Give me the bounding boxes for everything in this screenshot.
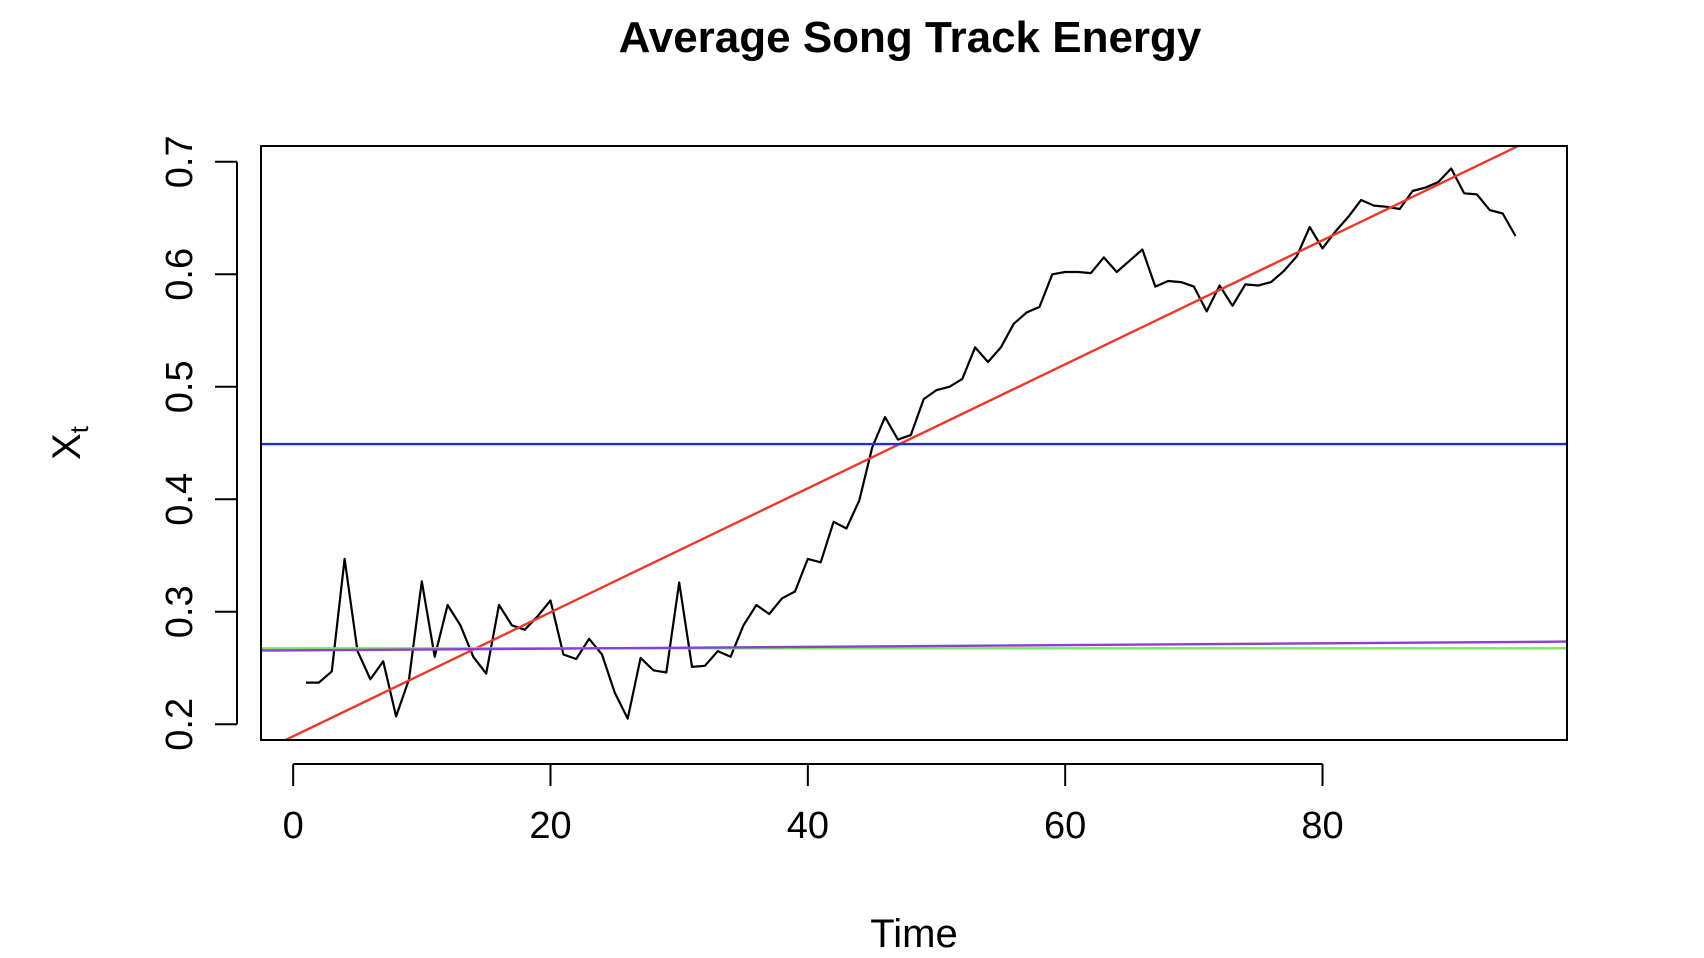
y-tick-label: 0.3 bbox=[159, 585, 201, 638]
y-axis-label: Xt bbox=[45, 425, 94, 460]
x-tick-label: 0 bbox=[283, 805, 304, 847]
y-tick-label: 0.2 bbox=[159, 698, 201, 751]
x-tick-label: 20 bbox=[529, 805, 571, 847]
y-axis: 0.2 0.3 0.4 0.5 0.6 0.7 bbox=[159, 135, 238, 751]
x-tick-label: 80 bbox=[1301, 805, 1343, 847]
plot-area bbox=[260, 145, 1568, 741]
series-line-1 bbox=[282, 146, 1521, 740]
x-axis-label: Time bbox=[870, 912, 957, 956]
svg-text:Xt: Xt bbox=[45, 425, 94, 460]
y-tick-label: 0.5 bbox=[159, 360, 201, 413]
x-axis: 0 20 40 60 80 bbox=[283, 763, 1344, 847]
x-tick-label: 40 bbox=[787, 805, 829, 847]
y-tick-label: 0.7 bbox=[159, 135, 201, 188]
y-axis-label-sub: t bbox=[64, 425, 94, 433]
series-line-4 bbox=[261, 640, 1567, 652]
y-tick-label: 0.6 bbox=[159, 248, 201, 301]
chart-title: Average Song Track Energy bbox=[619, 13, 1202, 62]
y-tick-label: 0.4 bbox=[159, 473, 201, 526]
y-axis-label-main: X bbox=[45, 433, 89, 460]
series-line-0 bbox=[306, 167, 1517, 720]
x-tick-label: 60 bbox=[1044, 805, 1086, 847]
series-layer bbox=[261, 146, 1567, 740]
plot-frame bbox=[260, 145, 1568, 741]
